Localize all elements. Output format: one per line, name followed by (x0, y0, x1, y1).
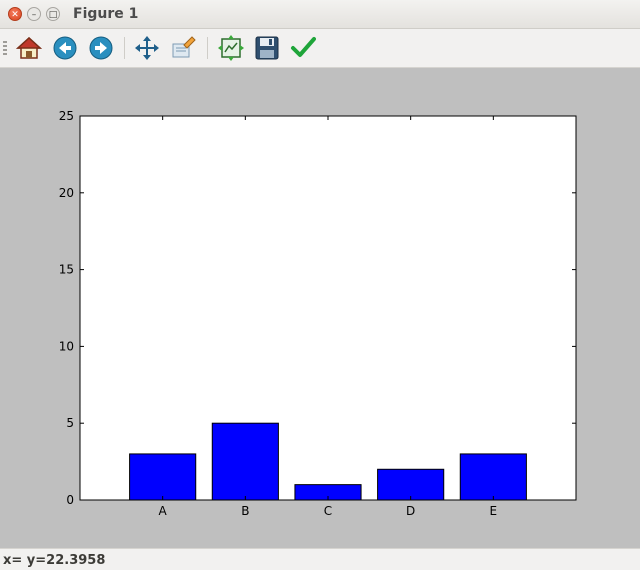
edit-button[interactable] (290, 35, 316, 61)
x-tick-label: C (324, 504, 332, 518)
zoom-rect-icon (172, 36, 196, 58)
home-button[interactable] (16, 35, 42, 61)
bar-chart[interactable]: 0 5 10 15 20 25 A B C D E (0, 68, 640, 548)
checkmark-icon (291, 37, 316, 57)
y-tick-label: 15 (59, 263, 74, 277)
bar-B (211, 422, 279, 501)
y-tick-label: 0 (66, 493, 74, 507)
y-tick-label: 10 (59, 339, 74, 353)
figure-canvas[interactable]: 0 5 10 15 20 25 A B C D E (0, 68, 640, 548)
navigation-toolbar (0, 29, 640, 68)
subplots-icon (218, 35, 244, 61)
arrow-right-icon (89, 36, 113, 60)
x-tick-label: D (406, 504, 415, 518)
maximize-window-button[interactable]: □ (46, 7, 60, 21)
forward-button[interactable] (88, 35, 114, 61)
arrow-left-icon (53, 36, 77, 60)
move-icon (135, 36, 159, 60)
floppy-icon (255, 36, 279, 60)
bar-D (377, 468, 445, 501)
zoom-button[interactable] (170, 35, 196, 61)
window-title: Figure 1 (73, 6, 139, 22)
bar-E (459, 453, 527, 501)
title-bar[interactable]: ✕ – □ Figure 1 (0, 0, 640, 29)
subplots-button[interactable] (218, 35, 244, 61)
bar-A (129, 453, 197, 501)
x-tick-label: A (159, 504, 168, 518)
status-bar: x= y=22.3958 (0, 548, 640, 570)
home-icon (16, 36, 42, 59)
cursor-coordinates: x= y=22.3958 (3, 553, 106, 568)
x-tick-label: B (241, 504, 249, 518)
toolbar-separator (207, 37, 208, 59)
y-tick-label: 25 (59, 109, 74, 123)
axes-frame (79, 115, 577, 501)
x-tick-label: E (490, 504, 498, 518)
y-tick-label: 5 (66, 416, 74, 430)
y-tick-label: 20 (59, 186, 74, 200)
back-button[interactable] (52, 35, 78, 61)
minimize-window-button[interactable]: – (27, 7, 41, 21)
toolbar-grip[interactable] (3, 41, 7, 55)
toolbar-separator (124, 37, 125, 59)
plot-area (80, 116, 576, 500)
save-button[interactable] (254, 35, 280, 61)
close-window-button[interactable]: ✕ (8, 7, 22, 21)
pan-button[interactable] (134, 35, 160, 61)
